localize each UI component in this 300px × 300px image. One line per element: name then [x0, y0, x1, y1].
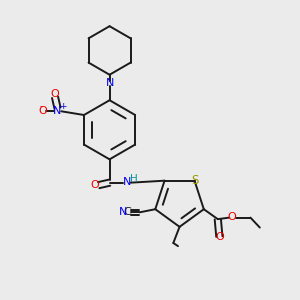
Text: -: -	[39, 102, 43, 111]
Text: N: N	[105, 78, 114, 88]
Text: N: N	[122, 177, 131, 187]
Text: C: C	[124, 207, 131, 217]
Text: O: O	[215, 232, 224, 242]
Text: N: N	[53, 106, 62, 116]
Text: O: O	[90, 181, 99, 190]
Text: N: N	[119, 207, 128, 217]
Text: S: S	[191, 174, 199, 187]
Text: +: +	[59, 102, 66, 111]
Text: O: O	[38, 106, 47, 116]
Text: O: O	[227, 212, 236, 222]
Text: O: O	[51, 88, 59, 98]
Text: H: H	[130, 174, 137, 184]
